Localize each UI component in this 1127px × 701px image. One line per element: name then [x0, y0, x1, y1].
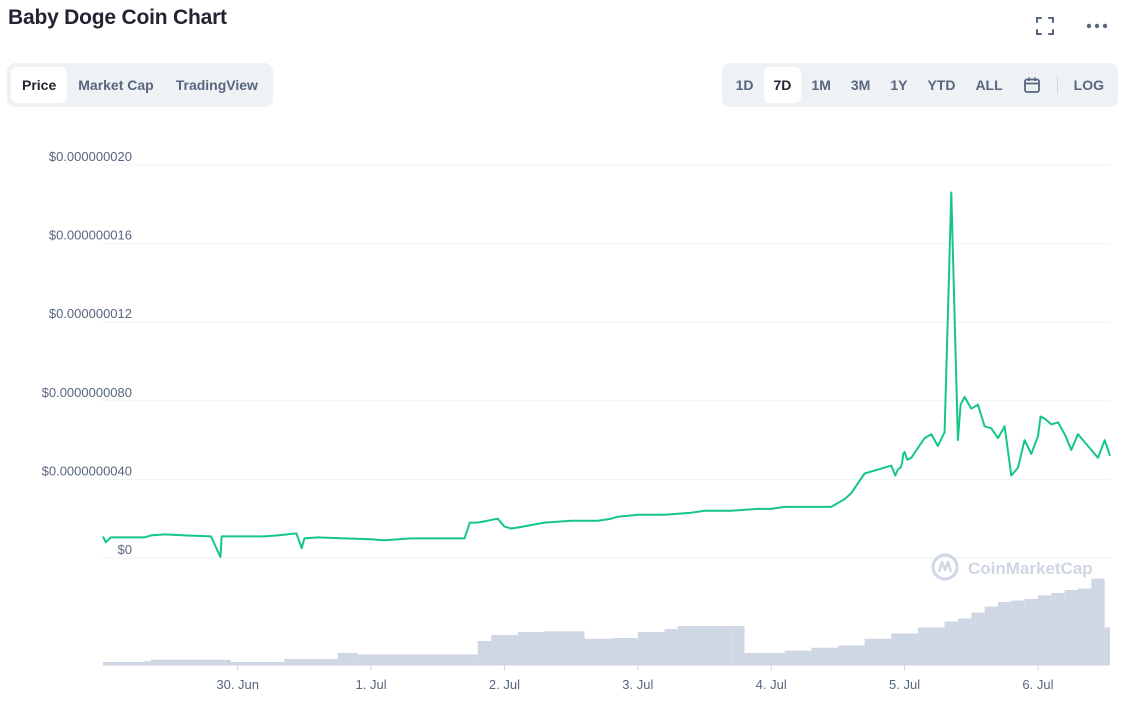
- chart-title: Baby Doge Coin Chart: [8, 6, 227, 29]
- x-axis: 30. Jun 1. Jul 2. Jul 3. Jul 4. Jul 5. Jul 6. …: [103, 664, 1110, 692]
- price-line: [102, 191, 1111, 558]
- y-tick-label: $0.000000016: [49, 228, 132, 243]
- volume-bar: [757, 653, 785, 665]
- volume-bar: [891, 633, 918, 665]
- tab-tradingview[interactable]: TradingView: [175, 77, 258, 93]
- volume-bar: [864, 638, 892, 665]
- y-tick-label: $0.000000012: [49, 306, 132, 321]
- volume-bar: [344, 653, 358, 665]
- range-1m[interactable]: 1M: [811, 77, 831, 93]
- volume-bar: [1011, 600, 1025, 665]
- range-1y[interactable]: 1Y: [890, 77, 908, 93]
- calendar-icon[interactable]: [1013, 67, 1051, 103]
- divider: [1056, 76, 1058, 94]
- volume-bar: [517, 632, 545, 665]
- volume-bar: [837, 645, 865, 665]
- coinmarketcap-logo-icon: [931, 553, 959, 581]
- volume-bar: [491, 635, 518, 665]
- volume-bars: [103, 578, 1110, 665]
- volume-bar: [337, 653, 345, 665]
- range-all[interactable]: ALL: [975, 77, 1003, 93]
- more-horizontal-icon[interactable]: [1085, 14, 1109, 38]
- volume-bar: [1024, 599, 1038, 665]
- volume-bar: [637, 632, 665, 665]
- volume-bar: [144, 661, 152, 665]
- x-tick-label: 6. Jul: [1022, 677, 1053, 692]
- volume-bar: [103, 662, 145, 665]
- volume-bar: [224, 659, 232, 665]
- price-chart: $0 $0.0000000040 $0.0000000080 $0.000000012…: [42, 149, 1111, 692]
- volume-bar: [571, 631, 585, 665]
- x-tick-label: 1. Jul: [356, 677, 387, 692]
- range-1d[interactable]: 1D: [735, 77, 754, 93]
- volume-bar: [944, 621, 958, 665]
- coinmarketcap-watermark: CoinMarketCap: [931, 553, 1093, 581]
- volume-bar: [677, 626, 732, 665]
- volume-bar: [744, 653, 758, 665]
- grid-lines: [103, 164, 1110, 559]
- volume-bar: [971, 612, 985, 665]
- volume-bar: [784, 650, 812, 665]
- range-3m[interactable]: 3M: [850, 77, 871, 93]
- tab-price[interactable]: Price: [11, 67, 68, 103]
- y-tick-label: $0.0000000040: [42, 463, 132, 478]
- range-tabs: 1D 7D 1M 3M 1Y YTD ALL LOG: [721, 63, 1118, 107]
- volume-bar: [917, 627, 945, 665]
- fullscreen-icon[interactable]: [1033, 14, 1057, 38]
- y-tick-label: $0.0000000080: [42, 385, 132, 400]
- volume-bar: [611, 638, 638, 665]
- volume-bar: [664, 629, 678, 665]
- volume-bar: [584, 638, 612, 665]
- volume-bar: [1104, 627, 1110, 665]
- volume-bar: [384, 654, 478, 665]
- y-tick-label: $0: [118, 542, 132, 557]
- price-series-line: [102, 191, 1111, 558]
- x-tick-label: 3. Jul: [622, 677, 653, 692]
- volume-bar: [997, 602, 1012, 665]
- volume-bar: [477, 641, 492, 665]
- volume-bar: [151, 659, 225, 665]
- tab-market-cap[interactable]: Market Cap: [78, 77, 154, 93]
- y-tick-label: $0.000000020: [49, 149, 132, 164]
- volume-bar: [1064, 590, 1078, 665]
- watermark-text: CoinMarketCap: [968, 559, 1093, 578]
- volume-bar: [731, 626, 745, 665]
- volume-bar: [1091, 578, 1105, 665]
- y-axis: $0 $0.0000000040 $0.0000000080 $0.000000012…: [42, 149, 132, 557]
- volume-bar: [284, 659, 338, 665]
- volume-bar: [811, 647, 838, 665]
- x-tick-label: 30. Jun: [216, 677, 259, 692]
- view-tabs: Price Market Cap TradingView: [7, 63, 273, 107]
- volume-bar: [1077, 588, 1092, 665]
- x-tick-label: 5. Jul: [889, 677, 920, 692]
- volume-bar: [1037, 595, 1052, 665]
- log-toggle[interactable]: LOG: [1073, 77, 1104, 93]
- volume-bar: [984, 606, 998, 665]
- x-tick-label: 2. Jul: [489, 677, 520, 692]
- volume-bar: [357, 654, 385, 665]
- range-7d[interactable]: 7D: [763, 67, 802, 103]
- volume-bar: [544, 631, 572, 665]
- range-ytd[interactable]: YTD: [927, 77, 956, 93]
- volume-bar: [1051, 593, 1065, 665]
- volume-bar: [231, 662, 285, 665]
- volume-bar: [957, 618, 972, 665]
- x-tick-label: 4. Jul: [756, 677, 787, 692]
